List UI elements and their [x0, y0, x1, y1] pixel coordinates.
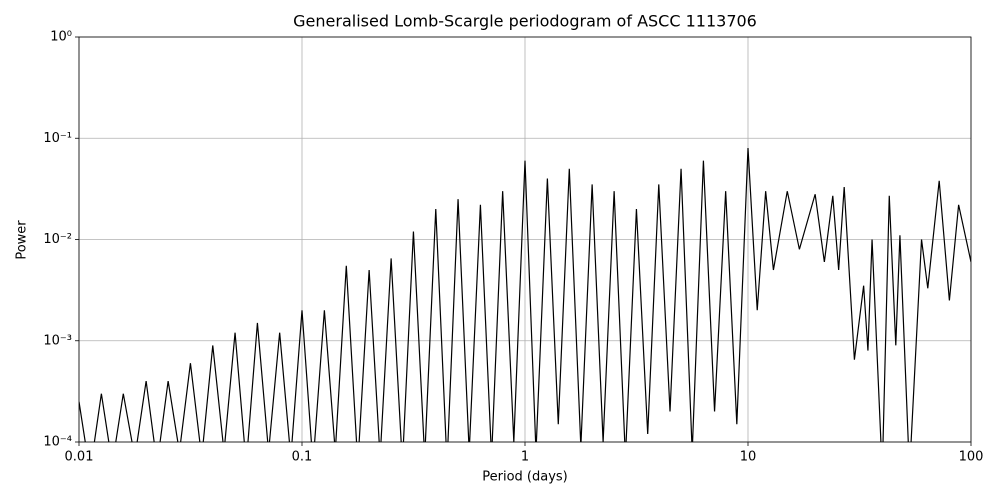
x-tick-label: 100 [959, 450, 984, 465]
y-tick-label: 10⁻³ [43, 333, 72, 348]
x-tick-label: 0.1 [292, 450, 313, 465]
plot-frame [78, 36, 972, 443]
x-tick-label: 0.01 [65, 450, 94, 465]
chart-title: Generalised Lomb-Scargle periodogram of … [293, 12, 757, 31]
y-tick-label: 10⁰ [50, 30, 72, 45]
y-tick-label: 10⁻¹ [43, 131, 72, 146]
y-tick-label: 10⁻² [43, 232, 72, 247]
x-tick-label: 1 [521, 450, 529, 465]
periodogram-line [79, 148, 971, 442]
x-axis-label: Period (days) [482, 470, 568, 485]
y-tick-label: 10⁻⁴ [43, 435, 72, 450]
x-tick-label: 10 [740, 450, 757, 465]
y-axis-label: Power [15, 220, 30, 260]
